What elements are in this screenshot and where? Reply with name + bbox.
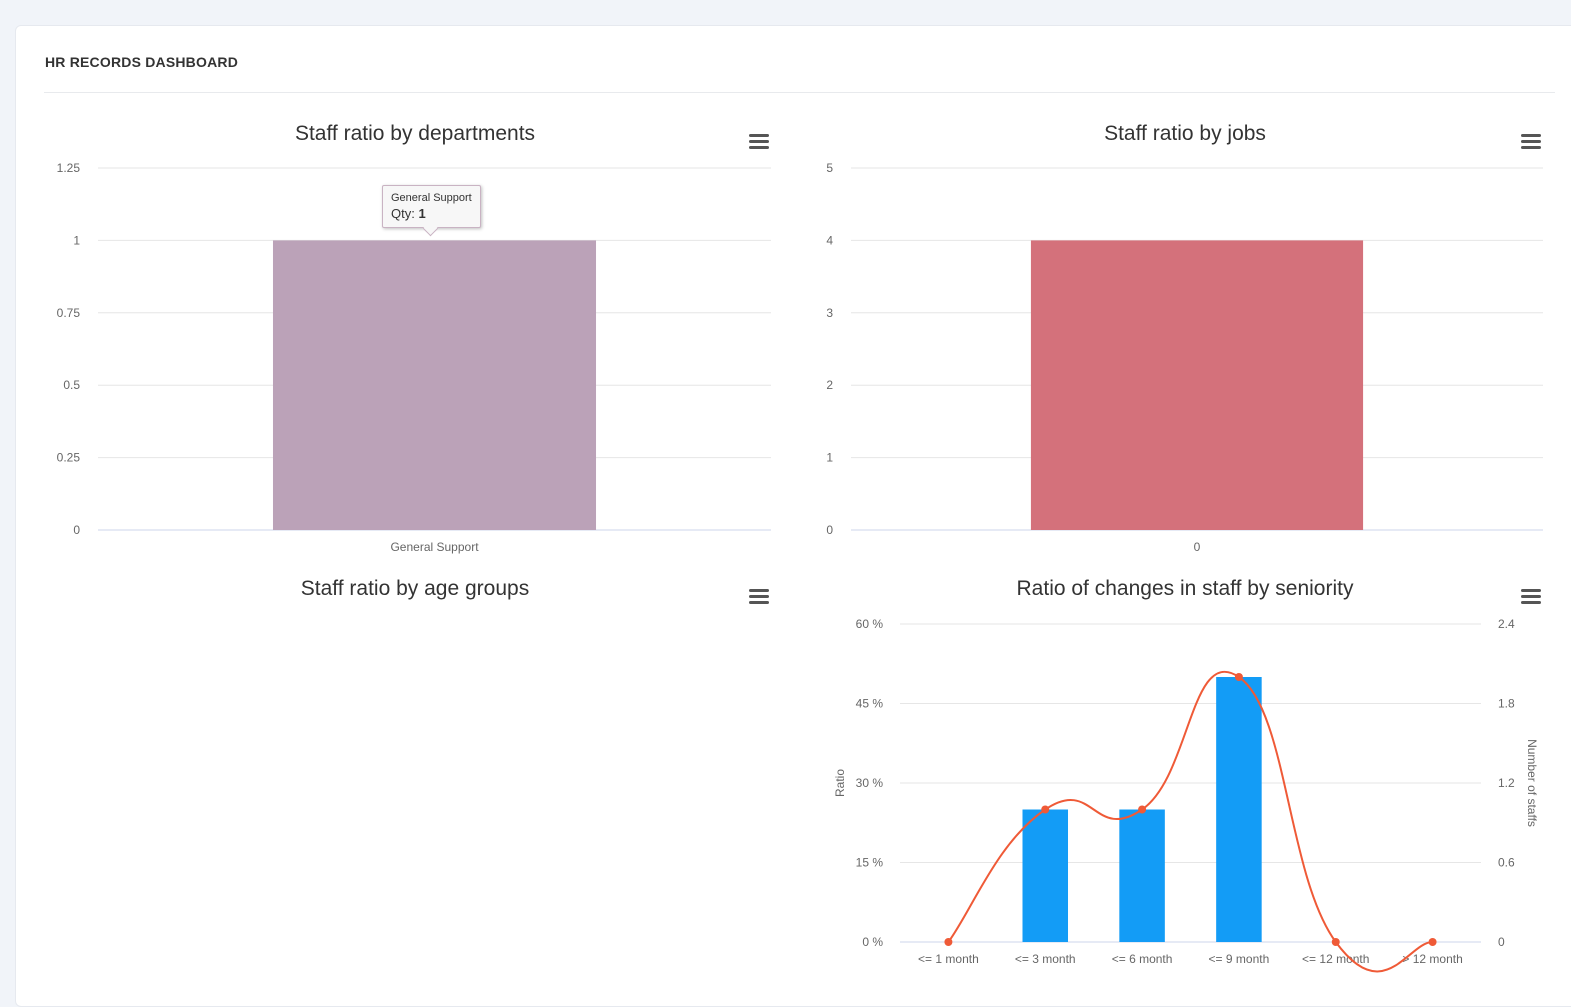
y-tick-label: 0	[73, 523, 80, 537]
x-tick-label: <= 9 month	[1209, 952, 1270, 966]
tooltip-name: General Support	[391, 192, 472, 204]
line-point	[1041, 805, 1050, 814]
x-tick-label: <= 12 month	[1302, 952, 1369, 966]
x-tick-label: 0	[1194, 540, 1201, 554]
bar	[1216, 677, 1262, 942]
y-tick-label: 0	[826, 523, 833, 537]
chart-title: Staff ratio by jobs	[1104, 122, 1266, 145]
right-y-tick-label: 1.8	[1498, 697, 1515, 711]
y-tick-label: 5	[826, 161, 833, 175]
left-y-tick-label: 30 %	[856, 776, 884, 790]
y-tick-label: 2	[826, 378, 833, 392]
bar	[1022, 809, 1069, 942]
y-tick-label: 0.75	[57, 306, 81, 320]
x-tick-label: <= 1 month	[918, 952, 979, 966]
left-y-tick-label: 0 %	[862, 935, 883, 949]
chart-seniority: Ratio of changes in staff by seniority 0…	[815, 577, 1555, 987]
chart-menu-button[interactable]	[1521, 589, 1541, 605]
chart-title: Staff ratio by departments	[294, 122, 536, 145]
header-divider	[44, 92, 1555, 93]
y-tick-label: 4	[826, 233, 833, 247]
x-tick-label: <= 3 month	[1015, 952, 1076, 966]
x-tick-label: General Support	[390, 540, 479, 554]
chart-menu-button[interactable]	[1521, 134, 1541, 150]
right-y-tick-label: 2.4	[1498, 617, 1515, 631]
bar-tooltip: General Support Qty: 1	[382, 185, 481, 228]
chart-title: Ratio of changes in staff by seniority	[1016, 577, 1354, 600]
right-y-tick-label: 1.2	[1498, 776, 1515, 790]
left-axis-title: Ratio	[833, 769, 847, 797]
right-y-tick-label: 0	[1498, 935, 1505, 949]
departments-plot: 0 0.25 0.5 0.75 1 1.25 General Support	[57, 161, 771, 554]
bar	[272, 240, 597, 530]
line-point	[944, 938, 953, 946]
right-y-tick-label: 0.6	[1498, 856, 1515, 870]
tooltip-value-row: Qty: 1	[391, 206, 472, 221]
hamburger-icon	[749, 134, 769, 137]
hamburger-icon	[749, 589, 769, 592]
x-tick-label: > 12 month	[1402, 952, 1462, 966]
y-tick-label: 0.25	[57, 451, 81, 465]
left-y-tick-label: 45 %	[856, 697, 884, 711]
left-y-tick-label: 60 %	[856, 617, 884, 631]
dashboard-title: HR RECORDS DASHBOARD	[45, 54, 239, 70]
series-line	[947, 670, 1433, 973]
line-point	[1428, 938, 1437, 946]
tooltip-label: Qty:	[391, 206, 419, 221]
line-point	[1234, 673, 1243, 681]
x-tick-label: <= 6 month	[1112, 952, 1173, 966]
bar	[1119, 809, 1165, 942]
line-point	[1138, 805, 1147, 814]
right-axis-title: Number of staffs	[1525, 739, 1539, 827]
y-tick-label: 1	[826, 451, 833, 465]
left-y-tick-label: 15 %	[856, 856, 884, 870]
hamburger-icon	[1521, 589, 1541, 592]
chart-age-groups: Staff ratio by age groups	[45, 577, 785, 987]
y-tick-label: 0.5	[63, 378, 80, 392]
y-tick-label: 1	[73, 233, 80, 247]
seniority-plot: 0 % 15 % 30 % 45 % 60 % 0 0.6 1.2 1.8 2.4 Ratio Num…	[833, 617, 1539, 973]
chart-departments: Staff ratio by departments 0 0.25 0.5 0.75 1…	[45, 122, 785, 562]
jobs-plot: 0 1 2 3 4 5 0	[826, 161, 1543, 554]
chart-menu-button[interactable]	[749, 589, 769, 605]
bar	[1030, 240, 1364, 530]
hamburger-icon	[1521, 134, 1541, 137]
tooltip-value: 1	[418, 206, 426, 221]
chart-jobs: Staff ratio by jobs 0 1 2 3 4 5 0	[815, 122, 1555, 562]
chart-menu-button[interactable]	[749, 134, 769, 150]
y-tick-label: 3	[826, 306, 833, 320]
line-point	[1331, 938, 1340, 946]
chart-title: Staff ratio by age groups	[300, 577, 530, 600]
y-tick-label: 1.25	[57, 161, 81, 175]
